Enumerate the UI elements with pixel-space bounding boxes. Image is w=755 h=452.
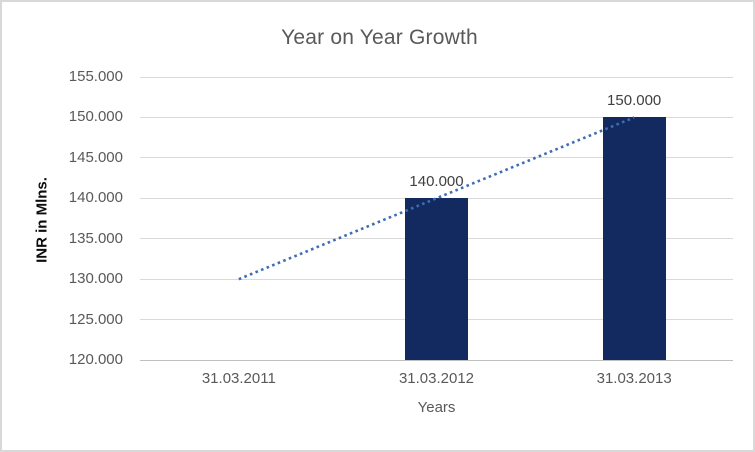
y-tick-label: 120.000 — [68, 351, 123, 368]
y-tick-label: 145.000 — [68, 148, 123, 166]
bar-31.03.2013 — [602, 117, 666, 360]
x-axis-title: Years — [417, 399, 456, 416]
gridline — [140, 359, 733, 361]
trendline — [238, 116, 635, 281]
x-tick-label: 31.03.2011 — [201, 370, 276, 387]
data-label: 140.000 — [409, 173, 464, 191]
y-tick-label: 135.000 — [68, 229, 123, 247]
x-tick-label: 31.03.2013 — [596, 370, 672, 387]
gridline — [140, 157, 733, 159]
y-tick-label: 140.000 — [68, 189, 123, 207]
chart-title: Year on Year Growth — [281, 26, 478, 49]
data-label: 150.000 — [607, 92, 662, 110]
y-tick-label: 130.000 — [68, 270, 123, 288]
y-tick-label: 125.000 — [68, 310, 123, 328]
y-tick-label: 150.000 — [68, 108, 123, 126]
bar-31.03.2012 — [405, 198, 468, 360]
gridline — [140, 116, 733, 118]
gridline — [140, 197, 733, 199]
gridline — [140, 76, 733, 78]
plot-area: 140.000 150.000 — [140, 76, 733, 361]
y-tick-label: 155.000 — [68, 68, 123, 85]
x-tick-label: 31.03.2012 — [398, 370, 475, 387]
